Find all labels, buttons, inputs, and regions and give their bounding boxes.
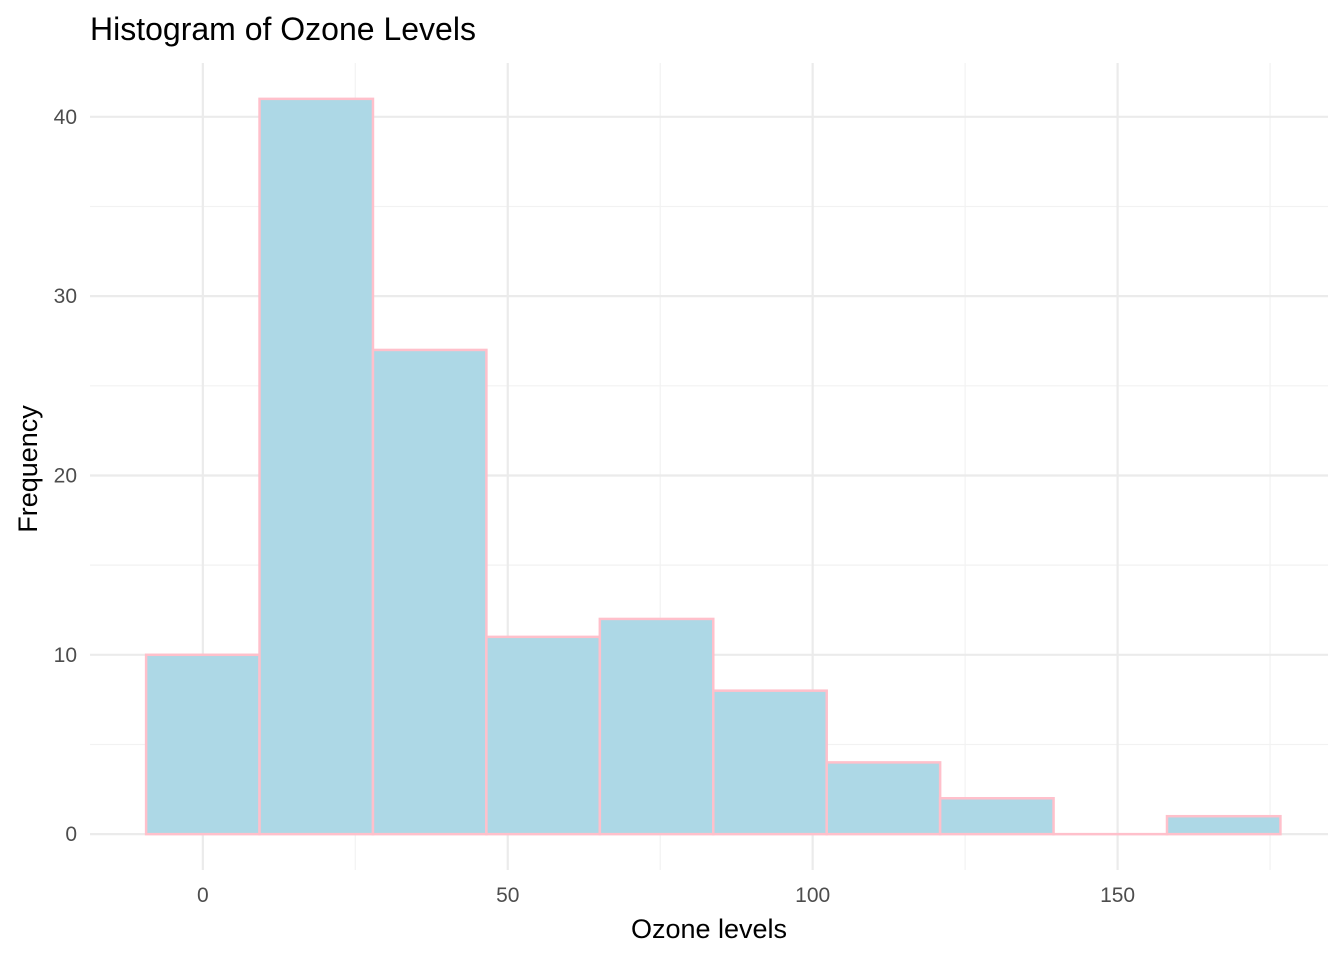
histogram-bar-6 (712, 689, 828, 836)
y-axis-title: Frequency (13, 405, 43, 533)
histogram-bar-2 (258, 97, 375, 836)
y-tick-label: 0 (65, 823, 77, 846)
histogram-bar-4 (485, 635, 602, 836)
histogram-bar-5 (598, 617, 715, 836)
x-axis-title: Ozone levels (631, 914, 787, 944)
histogram-bar-7 (825, 761, 942, 836)
y-tick-label: 10 (54, 644, 77, 667)
histogram-bars (144, 97, 1282, 836)
histogram-bar-8 (938, 797, 1055, 836)
y-tick-label: 30 (54, 285, 77, 308)
y-tick-label: 40 (54, 106, 77, 129)
x-tick-label: 100 (795, 884, 830, 907)
chart-title: Histogram of Ozone Levels (90, 11, 476, 47)
histogram-bar-1 (144, 653, 261, 836)
y-tick-label: 20 (54, 464, 77, 487)
x-tick-label: 50 (496, 884, 519, 907)
x-axis-tick-labels: 0 50 100 150 (197, 884, 1135, 907)
y-axis-tick-labels: 0 10 20 30 40 (54, 106, 77, 846)
histogram-bar-10 (1165, 814, 1282, 836)
x-tick-label: 0 (197, 884, 209, 907)
histogram-bar-3 (371, 348, 488, 836)
x-tick-label: 150 (1100, 884, 1135, 907)
